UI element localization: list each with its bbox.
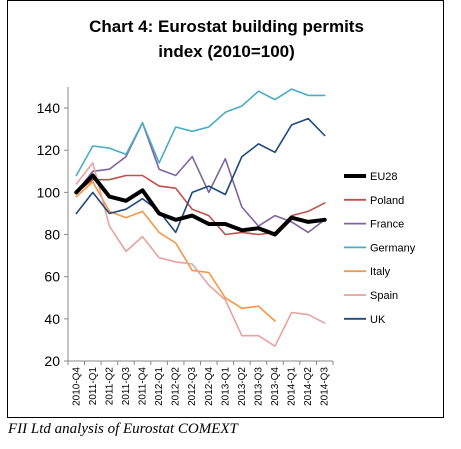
y-tick-label: 140 bbox=[37, 100, 61, 116]
y-tick-label: 60 bbox=[44, 269, 60, 285]
legend-label-poland: Poland bbox=[370, 195, 404, 207]
y-tick-label: 120 bbox=[37, 142, 61, 158]
chart-title-line2: index (2010=100) bbox=[158, 42, 295, 61]
y-tick-label: 40 bbox=[44, 311, 60, 327]
x-tick-label: 2014-Q2 bbox=[303, 367, 314, 406]
x-tick-label: 2012-Q3 bbox=[187, 367, 198, 406]
x-tick-label: 2011-Q1 bbox=[88, 367, 99, 406]
y-tick-label: 20 bbox=[44, 353, 60, 369]
source-caption: FII Ltd analysis of Eurostat COMEXT bbox=[8, 421, 238, 437]
legend-label-france: France bbox=[370, 219, 404, 231]
chart-legend: EU28 Poland France Germany Italy Spain UK bbox=[344, 171, 416, 326]
x-tick-label: 2013-Q1 bbox=[220, 367, 231, 406]
x-tick-label: 2011-Q2 bbox=[104, 367, 115, 406]
y-tick-label: 80 bbox=[44, 227, 60, 243]
legend-label-spain: Spain bbox=[370, 290, 398, 302]
series-line-eu28 bbox=[74, 173, 327, 237]
x-tick-label: 2012-Q1 bbox=[154, 367, 165, 406]
x-tick-label: 2011-Q3 bbox=[121, 367, 132, 406]
x-tick-label: 2014-Q1 bbox=[287, 367, 298, 406]
chart-axes: 20 40 60 80 100 120 140 2010-Q4 2011-Q1 2011-Q2 20… bbox=[37, 87, 334, 406]
chart-lines bbox=[74, 88, 327, 347]
series-line-uk bbox=[75, 117, 326, 234]
x-tick-label: 2013-Q3 bbox=[253, 367, 264, 406]
legend-label-italy: Italy bbox=[370, 266, 391, 278]
legend-label-eu28: EU28 bbox=[370, 171, 398, 183]
chart-title: Chart 4: Eurostat building permits bbox=[89, 17, 364, 36]
series-line-spain bbox=[75, 162, 326, 347]
x-tick-label: 2013-Q2 bbox=[237, 367, 248, 406]
x-tick-label: 2010-Q4 bbox=[71, 367, 82, 406]
x-tick-label: 2013-Q4 bbox=[270, 367, 281, 406]
legend-label-uk: UK bbox=[370, 314, 386, 326]
series-line-france bbox=[75, 122, 326, 234]
series-line-poland bbox=[75, 174, 326, 236]
x-tick-label: 2014-Q3 bbox=[320, 367, 331, 406]
series-line-germany bbox=[75, 88, 326, 177]
x-tick-label: 2012-Q4 bbox=[204, 367, 215, 406]
series-line-italy bbox=[75, 181, 276, 322]
x-tick-label: 2012-Q2 bbox=[171, 367, 182, 406]
x-tick-label: 2011-Q4 bbox=[138, 367, 149, 406]
legend-label-germany: Germany bbox=[370, 242, 416, 254]
y-tick-label: 100 bbox=[37, 184, 61, 200]
